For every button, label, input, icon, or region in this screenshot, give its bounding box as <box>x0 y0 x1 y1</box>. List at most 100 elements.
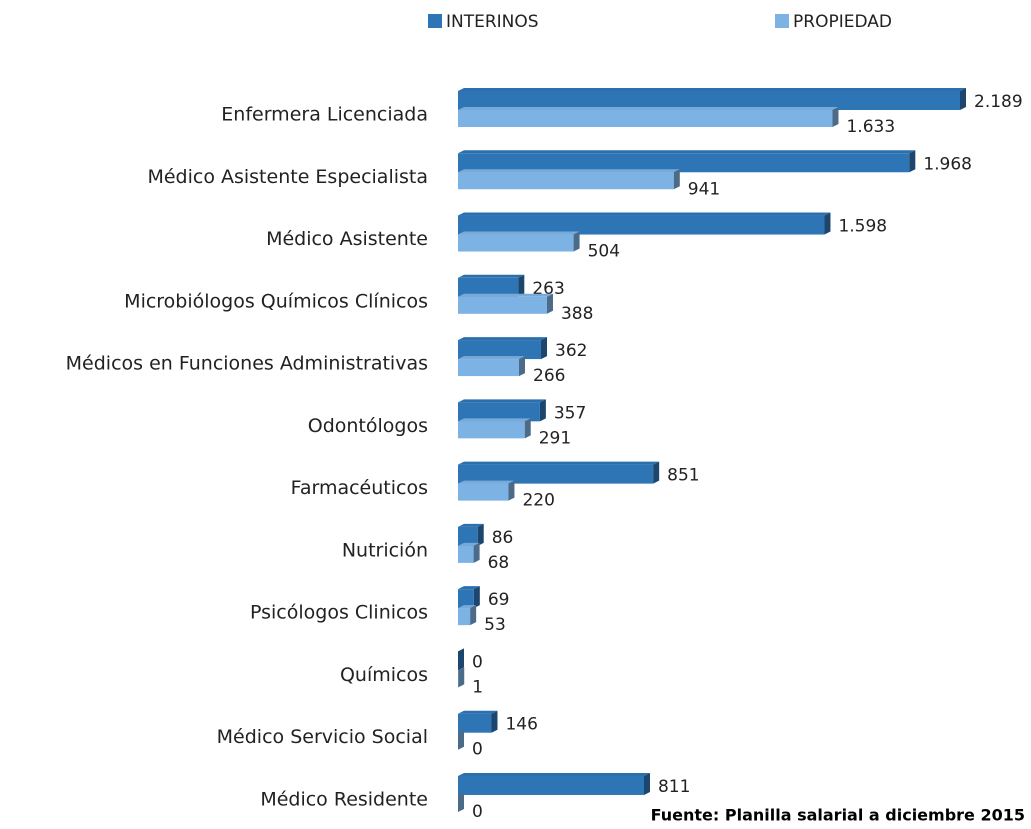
bar-face <box>458 399 546 403</box>
bar-face <box>458 418 531 422</box>
category-label: Farmacéuticos <box>291 477 428 499</box>
bar <box>458 212 831 235</box>
bar-face <box>473 586 480 609</box>
bar-face <box>458 150 916 154</box>
category-label: Médico Asistente Especialista <box>147 166 428 188</box>
bar <box>458 710 498 733</box>
category-label: Psicólogos Clinicos <box>250 602 428 624</box>
bar <box>458 542 480 563</box>
bar-face <box>458 480 515 484</box>
bar-face <box>458 464 654 484</box>
bar-face <box>458 523 484 527</box>
value-label: 0 <box>472 652 483 672</box>
value-label: 68 <box>488 553 510 573</box>
bar-face <box>458 296 547 314</box>
bar-face <box>458 586 480 590</box>
bar <box>458 648 464 671</box>
bar-face <box>539 399 546 422</box>
category-label: Médicos en Funciones Administrativas <box>66 353 428 375</box>
bar-face <box>458 667 465 688</box>
bar <box>458 231 580 252</box>
bar <box>458 356 526 377</box>
bar <box>458 293 553 314</box>
bar <box>458 418 531 439</box>
value-label: 357 <box>554 403 586 423</box>
value-label: 1.598 <box>838 217 887 237</box>
bar-face <box>518 274 525 297</box>
bar <box>458 107 839 127</box>
value-label: 1.968 <box>923 154 972 174</box>
bar-face <box>491 710 498 733</box>
category-label: Médico Servicio Social <box>217 726 428 748</box>
bar-face <box>458 772 650 776</box>
value-label: 851 <box>667 466 699 486</box>
source-note: Fuente: Planilla salarial a diciembre 20… <box>651 806 1025 825</box>
value-label: 811 <box>658 777 690 797</box>
bar-face <box>960 88 966 110</box>
category-label: Odontólogos <box>308 415 428 437</box>
bar-face <box>458 340 542 360</box>
bar-face <box>458 710 498 714</box>
legend-swatch <box>775 14 789 28</box>
bar <box>458 337 548 360</box>
bar-face <box>458 608 471 626</box>
bar <box>458 461 660 484</box>
bar-face <box>653 461 660 484</box>
category-label: Químicos <box>340 664 428 686</box>
bar-face <box>458 402 540 422</box>
bar-face <box>458 110 833 127</box>
bar-face <box>477 523 484 546</box>
category-label: Nutrición <box>342 539 428 561</box>
bar-face <box>458 359 520 377</box>
value-label: 146 <box>505 715 537 735</box>
bar-face <box>519 356 526 377</box>
value-label: 53 <box>484 615 506 635</box>
bar-face <box>458 483 509 501</box>
bar-face <box>541 337 548 360</box>
legend-swatch <box>428 14 442 28</box>
bar-face <box>458 545 474 563</box>
bar-face <box>458 775 644 795</box>
bar <box>458 523 484 546</box>
category-label: Microbiólogos Químicos Clínicos <box>124 290 428 312</box>
bar-face <box>458 648 464 671</box>
bar-face <box>458 215 825 235</box>
bar-face <box>458 356 526 360</box>
bar-face <box>458 91 960 110</box>
bar <box>458 772 650 795</box>
value-label: 0 <box>472 740 483 760</box>
bar-face <box>546 293 553 314</box>
bar-face <box>458 234 574 252</box>
bar-face <box>524 418 531 439</box>
bar <box>458 480 515 501</box>
bar-face <box>458 153 910 173</box>
value-label: 2.189 <box>974 92 1023 112</box>
value-label: 1.633 <box>846 117 895 137</box>
bar-face <box>458 421 525 439</box>
bar-face <box>473 542 480 563</box>
bar-face <box>458 589 474 609</box>
bar <box>458 729 464 750</box>
bar-face <box>673 169 680 190</box>
bar-face <box>458 107 839 110</box>
bar-face <box>458 88 966 91</box>
bar <box>458 88 966 110</box>
value-label: 362 <box>555 341 587 361</box>
bar-face <box>458 274 525 278</box>
bar-face <box>458 791 464 812</box>
value-label: 504 <box>588 242 620 262</box>
bar <box>458 791 464 812</box>
bar <box>458 169 680 190</box>
bar <box>458 605 477 626</box>
legend-label: INTERINOS <box>446 12 539 32</box>
bar-face <box>573 231 580 252</box>
bar <box>458 150 916 173</box>
bar-face <box>458 542 480 546</box>
bar-face <box>458 212 831 216</box>
bar-face <box>458 293 553 297</box>
bar-face <box>458 172 674 190</box>
bar-face <box>458 667 465 671</box>
bar-face <box>909 150 916 173</box>
bar-face <box>458 526 478 546</box>
